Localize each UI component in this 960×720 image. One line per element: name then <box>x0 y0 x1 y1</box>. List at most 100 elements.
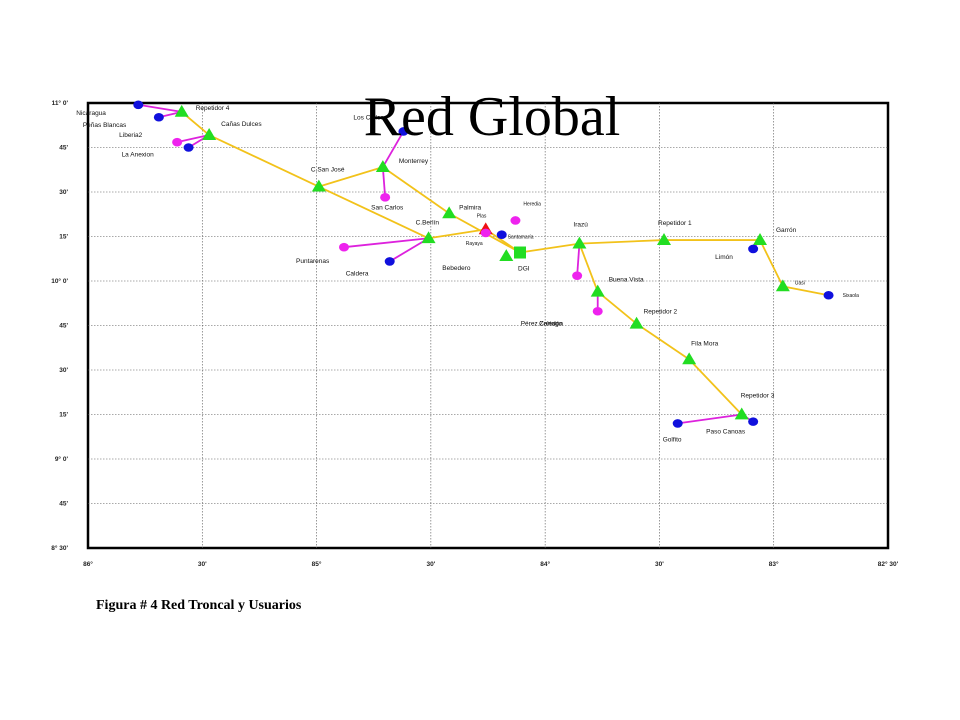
uasi-node <box>775 279 790 292</box>
lon-tick-label: 83° <box>769 560 779 568</box>
perez_zeledon-label: Pérez Zeledón <box>521 320 564 327</box>
repetidor4-label: Repetidor 4 <box>196 105 230 112</box>
user-link <box>381 167 387 198</box>
trunk-link <box>688 358 743 416</box>
trunk-link <box>318 185 429 240</box>
lon-tick-label: 30' <box>426 561 435 568</box>
limon-label: Limón <box>715 254 733 261</box>
irazu-label: Irazú <box>573 222 588 229</box>
fila_mora-node <box>682 352 697 365</box>
user-link <box>343 237 429 249</box>
santamaria-label: Santamaría <box>508 235 534 241</box>
lat-tick-label: 11° 0' <box>52 99 69 107</box>
liberia2-node <box>172 137 183 147</box>
trunk-link <box>318 166 384 188</box>
trunk-link <box>579 239 665 245</box>
lon-tick-label: 82° 30' <box>878 560 899 568</box>
nicaragua-label: Nicaragua <box>76 110 106 117</box>
lat-tick-label: 8° 30' <box>51 544 68 552</box>
sixaola-label: Sixaola <box>843 293 860 299</box>
limon-node <box>748 244 759 254</box>
nicaragua-node <box>133 100 144 110</box>
lon-tick-label: 84° <box>540 560 550 568</box>
page-title: Red Global <box>364 86 621 148</box>
user-link <box>138 103 182 113</box>
axis-tick-labels: 86° 30' 85° 30' 84° 30' 83° 82° 30' 11° 0' 45' 30'… <box>51 99 898 568</box>
lat-tick-label: 15' <box>59 412 68 419</box>
canas_dulces-node <box>202 128 217 140</box>
buena_vista-node <box>590 284 605 297</box>
golfito-node <box>672 419 683 428</box>
bebedero-label: Bebedero <box>442 265 471 272</box>
network-nodes <box>133 100 834 428</box>
lon-tick-label: 86° <box>83 560 93 568</box>
bebedero-node <box>499 249 514 261</box>
map-grid <box>86 101 890 550</box>
lon-tick-label: 85° <box>312 560 322 568</box>
rayaya-label: Rayaya <box>466 241 483 247</box>
trunk-link <box>782 285 829 297</box>
lat-tick-label: 15' <box>59 234 68 241</box>
puntarenas-label: Puntarenas <box>296 258 330 265</box>
cberlin-node <box>421 231 436 244</box>
lat-tick-label: 10° 0' <box>51 277 68 285</box>
puntarenas-node <box>339 242 349 252</box>
palmira-label: Palmira <box>459 204 481 211</box>
penas_blancas-node <box>153 112 164 122</box>
uasi-label: Uasi <box>795 280 805 286</box>
irazu-node <box>572 236 587 249</box>
repetidor2-node <box>629 316 644 329</box>
lat-tick-label: 45' <box>59 501 68 508</box>
node-labels: Nicaragua Repetidor 4 Peñas Blancas Cañas D… <box>76 105 860 443</box>
fila_mora-label: Fila Mora <box>691 340 718 347</box>
network-links <box>138 103 829 425</box>
repetidor3-label: Repetidor 3 <box>741 393 775 400</box>
monterrey-node <box>375 160 390 172</box>
dgi-label: DGI <box>518 266 530 273</box>
csan_jose-node <box>311 179 326 192</box>
san_carlos-label: San Carlos <box>371 204 404 211</box>
repetidor1-node <box>657 233 671 245</box>
los_chiles-label: Los Chiles <box>353 114 384 121</box>
caldera-node <box>384 257 395 266</box>
cartago-node <box>572 271 583 280</box>
repetidor4-node <box>174 104 189 117</box>
trunk-link <box>636 322 690 361</box>
user-link <box>389 237 430 263</box>
la_anexion-node <box>183 143 194 152</box>
user-link <box>576 243 581 276</box>
figure-caption: Figura # 4 Red Troncal y Usuarios <box>96 598 302 613</box>
lon-tick-label: 30' <box>655 561 664 568</box>
trunk-link <box>208 134 320 188</box>
repetidor2-label: Repetidor 2 <box>644 309 678 316</box>
trunk-link <box>382 166 450 215</box>
caldera-label: Caldera <box>346 270 369 277</box>
csan_jose-label: C.San José <box>311 167 345 174</box>
liberia2-label: Liberia2 <box>119 132 143 139</box>
la_anexion-label: La Anexion <box>122 152 155 159</box>
lon-tick-label: 30' <box>198 561 207 568</box>
heredia-node <box>510 216 521 225</box>
dgi-node <box>514 246 526 259</box>
heredia-label: Heredia <box>523 201 541 207</box>
trunk-link <box>578 243 599 293</box>
trunk-link <box>519 242 580 254</box>
cberlin-label: C.Berlín <box>416 219 440 226</box>
lat-tick-label: 9° 0' <box>55 455 69 463</box>
rayaya-node <box>480 228 491 238</box>
garron-node <box>753 233 767 245</box>
trunk-link <box>597 290 638 325</box>
paso_canoas-node <box>748 417 759 426</box>
user-link <box>677 413 742 425</box>
lat-tick-label: 45' <box>59 145 68 152</box>
cartago-label: Cartago <box>539 321 563 328</box>
lat-tick-label: 45' <box>59 323 68 330</box>
penas_blancas-label: Peñas Blancas <box>83 122 127 129</box>
los_chiles-node <box>398 127 409 136</box>
canas_dulces-label: Cañas Dulces <box>221 121 262 128</box>
lat-tick-label: 30' <box>59 367 68 374</box>
plas-label: Plas <box>477 213 487 219</box>
garron-label: Garrón <box>776 227 797 234</box>
santamaria-node <box>496 230 507 240</box>
monterrey-label: Monterrey <box>399 158 429 165</box>
